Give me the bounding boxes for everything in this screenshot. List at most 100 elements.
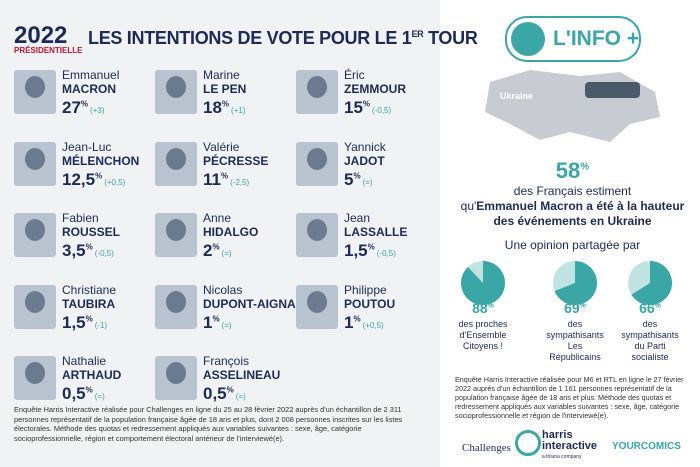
line3: des événements en Ukraine [493, 214, 652, 228]
group-number: 88 [472, 300, 488, 316]
first-name: Marine [203, 68, 240, 82]
title-end: TOUR [428, 28, 478, 48]
first-name: Jean-Luc [62, 140, 112, 154]
candidate: Éric ZEMMOUR 15%(-0,5) [296, 66, 436, 126]
candidate: Nathalie ARTHAUD 0,5%(=) [14, 352, 154, 412]
candidate: Emmanuel MACRON 27%(+3) [14, 66, 154, 126]
change: (=) [221, 321, 232, 330]
title: LES INTENTIONS DE VOTE POUR LE 1ER TOUR [88, 28, 478, 49]
candidate: Jean LASSALLE 1,5%(-0,5) [296, 209, 436, 269]
score-unit: % [220, 171, 229, 181]
score-value: 5 [344, 170, 354, 189]
candidate: François ASSELINEAU 0,5%(=) [155, 352, 295, 412]
score-unit: % [367, 242, 375, 252]
last-name: LE PEN [203, 82, 247, 96]
logo-sub: PRÉSIDENTIELLE [14, 46, 83, 55]
photo [296, 70, 338, 114]
last-name: ASSELINEAU [203, 368, 281, 382]
last-name: POUTOU [344, 297, 396, 311]
photo [155, 285, 197, 329]
group-value: 66% [610, 300, 690, 316]
change: (-1) [94, 321, 108, 330]
photo [155, 142, 197, 186]
score: 2%(=) [203, 241, 232, 261]
group-value: 88% [443, 300, 523, 316]
last-name: ARTHAUD [62, 368, 122, 382]
first-name: Philippe [344, 283, 387, 297]
first-name: Yannick [344, 140, 386, 154]
photo [155, 356, 197, 400]
logo-year: 2022 [14, 22, 68, 49]
photo [14, 70, 56, 114]
score: 12,5%(+0,5) [62, 170, 125, 190]
change: (=) [94, 392, 105, 401]
ukraine-shape [485, 70, 660, 142]
group-label: des sympathisants du Parti socialiste [621, 319, 679, 362]
line2a: qu' [460, 199, 477, 213]
first-name: Emmanuel [62, 68, 120, 82]
score: 3,5%(-0,5) [62, 241, 114, 261]
badge-text: L'INFO + [553, 27, 640, 50]
score-value: 1 [344, 313, 354, 332]
title-text: LES INTENTIONS DE VOTE POUR LE 1 [88, 28, 412, 48]
tank [585, 82, 640, 98]
score-value: 18 [203, 98, 222, 117]
score-value: 1,5 [62, 313, 86, 332]
group-value: 69% [535, 300, 615, 316]
score-unit: % [80, 99, 89, 109]
score: 1%(=) [203, 313, 232, 333]
score-unit: % [95, 171, 103, 181]
headline-value: 58 [555, 158, 581, 183]
harris1: harris [542, 429, 573, 441]
change: (-2,5) [230, 178, 250, 187]
score-unit: % [212, 314, 220, 324]
last-name: ROUSSEL [62, 225, 121, 239]
photo [14, 285, 56, 329]
harris3: a toluna company [542, 454, 582, 460]
group-label: des proches d'Ensemble Citoyens ! [458, 319, 508, 351]
group-label: des sympathisants Les Républicains [546, 319, 604, 362]
score-value: 0,5 [203, 384, 227, 403]
score: 0,5%(=) [203, 384, 246, 404]
shared: Une opinion partagée par [504, 238, 641, 252]
photo [155, 70, 197, 114]
group-unit: % [654, 302, 661, 310]
photo [155, 213, 197, 257]
headline: 58% [445, 158, 700, 184]
last-name: HIDALGO [203, 225, 259, 239]
photo [14, 142, 56, 186]
score-unit: % [353, 171, 361, 181]
photo [296, 285, 338, 329]
line1: des Français estiment [513, 184, 632, 198]
candidate: Anne HIDALGO 2%(=) [155, 209, 295, 269]
last-name: PÉCRESSE [203, 154, 269, 168]
last-name: DUPONT-AIGNAN [203, 297, 305, 311]
group-number: 66 [639, 300, 655, 316]
first-name: Christiane [62, 283, 117, 297]
candidate: Philippe POUTOU 1%(+0,5) [296, 281, 436, 341]
change: (=) [221, 249, 232, 258]
photo [296, 213, 338, 257]
score: 0,5%(=) [62, 384, 105, 404]
first-name: Nathalie [62, 354, 107, 368]
line2b: Emmanuel Macron a été à la hauteur [476, 199, 685, 213]
change: (=) [235, 392, 246, 401]
change: (-0,5) [376, 249, 396, 258]
change: (+1) [231, 106, 246, 115]
last-name: ZEMMOUR [344, 82, 406, 96]
change: (+0,5) [362, 321, 384, 330]
score-unit: % [85, 242, 93, 252]
score: 1,5%(-1) [62, 313, 107, 333]
score: 1%(+0,5) [344, 313, 384, 333]
score-value: 0,5 [62, 384, 86, 403]
first-name: Anne [203, 211, 232, 225]
harris2: interactive [542, 440, 598, 452]
harris-icon [515, 430, 541, 456]
score-value: 3,5 [62, 241, 86, 260]
footnote: Enquête Harris Interactive réalisée pour… [14, 405, 403, 443]
candidate: Nicolas DUPONT-AIGNAN 1%(=) [155, 281, 304, 341]
score-unit: % [85, 385, 93, 395]
photo [296, 142, 338, 186]
group-number: 69 [564, 300, 580, 316]
